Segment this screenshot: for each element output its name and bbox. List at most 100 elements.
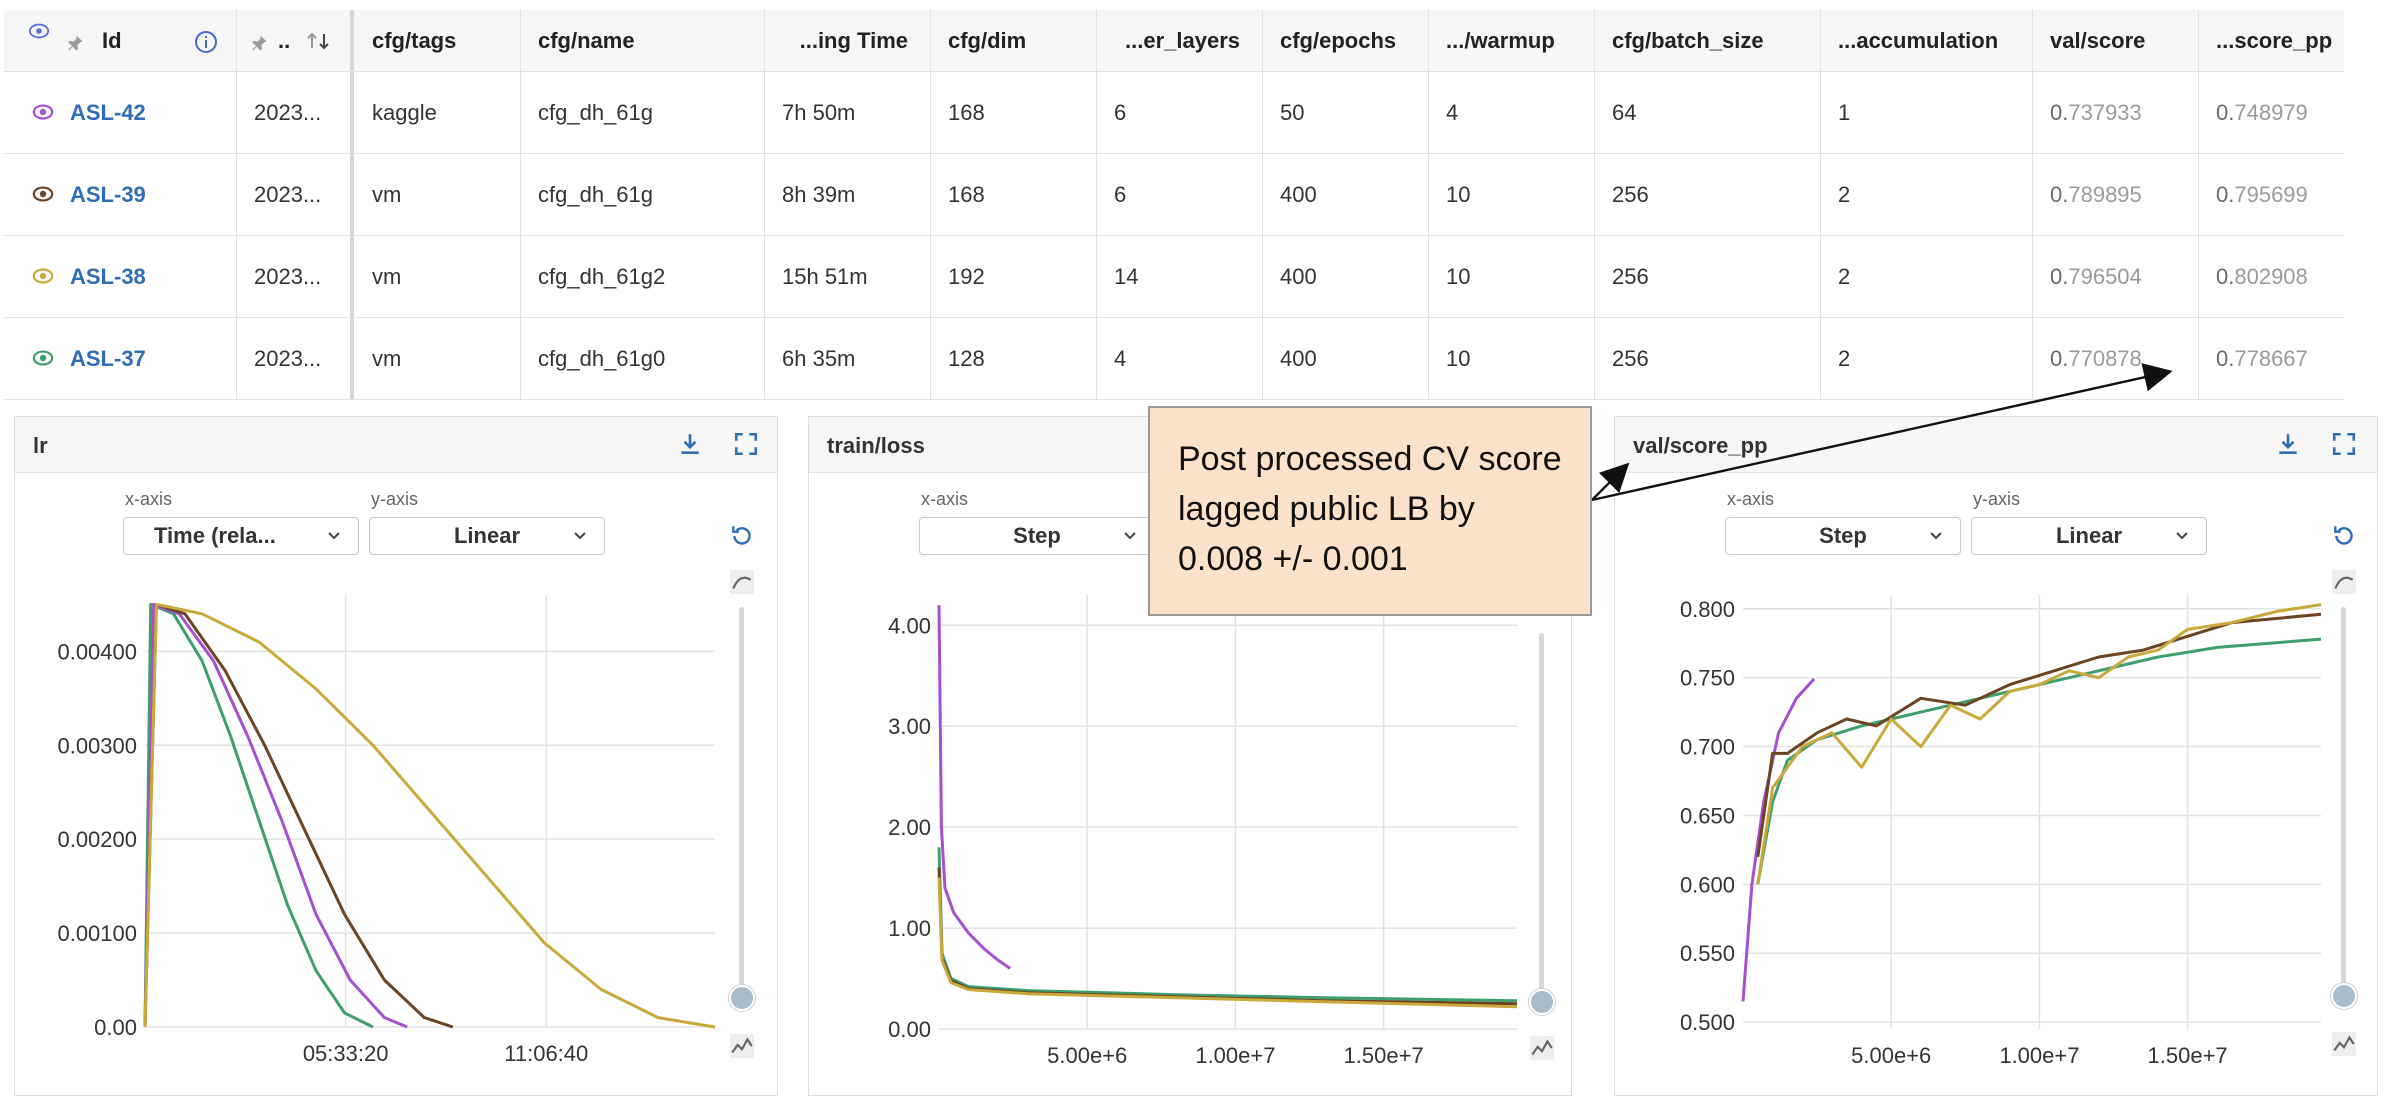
visibility-eye-icon[interactable] [32, 183, 54, 205]
y-tick-label: 0.550 [1680, 941, 1735, 966]
col-header-name[interactable]: cfg/name [538, 27, 635, 53]
fullscreen-icon[interactable] [733, 431, 759, 457]
table-row[interactable]: ASL-38 2023... vm cfg_dh_61g2 15h 51m 19… [4, 236, 2344, 318]
y-tick-label: 0.700 [1680, 735, 1735, 760]
col-header-epochs[interactable]: cfg/epochs [1280, 27, 1397, 53]
run-time: 7h 50m [782, 99, 856, 125]
y-tick-label: 0.00 [94, 1015, 137, 1040]
pin-icon[interactable] [250, 34, 268, 52]
smoothing-slider-track[interactable] [1539, 633, 1544, 1007]
visibility-eye-icon[interactable] [32, 101, 54, 123]
run-dim: 192 [948, 263, 985, 289]
x-axis-value: Time (rela... [154, 523, 276, 548]
run-val-score: 0. 796504 [2050, 263, 2142, 289]
chevron-down-icon [1124, 532, 1136, 540]
col-header-score-pp[interactable]: ...score_pp [2216, 27, 2333, 53]
info-icon[interactable] [194, 30, 218, 54]
visibility-eye-icon[interactable] [32, 265, 54, 287]
col-header-dim[interactable]: cfg/dim [948, 27, 1027, 53]
col-header-tags[interactable]: cfg/tags [372, 27, 457, 53]
smoothing-slider-handle[interactable] [729, 985, 755, 1011]
run-batch-size: 256 [1612, 181, 1649, 207]
chart-panel-val-score-pp: val/score_pp x-axis y-axis Step Linear 0… [1614, 416, 2378, 1096]
y-tick-label: 1.00 [888, 916, 931, 941]
x-axis-label: x-axis [921, 489, 969, 509]
chevron-down-icon [328, 532, 340, 540]
col-header-val-score[interactable]: val/score [2050, 27, 2146, 53]
chart-panel-lr: lr x-axis y-axis Time (rela... Linear 0.… [14, 416, 778, 1096]
run-warmup: 10 [1446, 181, 1471, 207]
series-line-asl-38 [143, 602, 716, 1029]
reset-zoom-icon[interactable] [729, 523, 755, 549]
run-time: 15h 51m [782, 263, 868, 289]
run-val-score: 0. 770878 [2050, 345, 2142, 371]
panel-title: train/loss [827, 433, 925, 458]
chevron-down-icon [574, 532, 586, 540]
col-header-layers[interactable]: ...er_layers [1125, 27, 1240, 53]
y-tick-label: 0.00400 [57, 639, 137, 664]
x-tick-label: 1.00e+7 [1999, 1043, 2079, 1068]
series-line-asl-42 [143, 602, 408, 1029]
y-axis-select[interactable]: Linear [369, 517, 605, 555]
run-epochs: 50 [1280, 99, 1305, 125]
run-id-link[interactable]: ASL-42 [70, 99, 146, 125]
visibility-eye-icon[interactable] [32, 347, 54, 369]
line-chart-icon[interactable] [729, 1033, 755, 1059]
col-header-warmup[interactable]: .../warmup [1446, 27, 1555, 53]
visibility-all-icon[interactable] [28, 20, 50, 42]
download-icon[interactable] [677, 431, 703, 457]
panel-title: lr [33, 433, 48, 458]
pin-icon[interactable] [66, 34, 84, 52]
x-tick-label: 5.00e+6 [1047, 1043, 1127, 1068]
col-header-date[interactable]: .. [278, 27, 291, 53]
y-tick-label: 0.00200 [57, 827, 137, 852]
run-id-link[interactable]: ASL-39 [70, 181, 146, 207]
x-axis-select[interactable]: Time (rela... [123, 517, 359, 555]
run-batch-size: 256 [1612, 345, 1649, 371]
run-date: 2023... [254, 181, 322, 207]
run-accumulation: 1 [1838, 99, 1851, 125]
sort-icon[interactable] [306, 32, 332, 52]
table-row[interactable]: ASL-42 2023... kaggle cfg_dh_61g 7h 50m … [4, 72, 2344, 154]
chevron-down-icon [2176, 532, 2188, 540]
y-tick-label: 0.750 [1680, 666, 1735, 691]
smoothing-icon[interactable] [2331, 569, 2357, 595]
series-line-asl-39 [937, 867, 1518, 1006]
smoothing-slider-track[interactable] [739, 607, 744, 1007]
table-row[interactable]: ASL-39 2023... vm cfg_dh_61g 8h 39m 168 … [4, 154, 2344, 236]
series-line-asl-42 [937, 605, 1011, 970]
col-header-time[interactable]: ...ing Time [799, 27, 908, 53]
y-tick-label: 0.00100 [57, 921, 137, 946]
col-header-batch[interactable]: cfg/batch_size [1612, 27, 1764, 53]
col-header-id[interactable]: Id [102, 27, 122, 53]
run-id-link[interactable]: ASL-37 [70, 345, 146, 371]
table-row[interactable]: ASL-37 2023... vm cfg_dh_61g0 6h 35m 128… [4, 318, 2344, 400]
fullscreen-icon[interactable] [2331, 431, 2357, 457]
x-axis-value: Step [1013, 523, 1061, 548]
reset-zoom-icon[interactable] [2331, 523, 2357, 549]
x-axis-select[interactable]: Step [1725, 517, 1961, 555]
lr-plot[interactable]: 0.00 0.00100 0.00200 0.00300 0.00400 05:33:20… [15, 417, 779, 1097]
train-loss-plot[interactable]: 0.00 1.00 2.00 3.00 4.00 5.00e+6 1.00e+7 1.50e+… [809, 417, 1573, 1097]
val-score-pp-plot[interactable]: 0.500 0.550 0.600 0.650 0.700 0.750 0.800 5.00e… [1615, 417, 2379, 1097]
x-tick-label: 5.00e+6 [1851, 1043, 1931, 1068]
smoothing-slider-track[interactable] [2341, 607, 2346, 1007]
y-axis-label: y-axis [371, 489, 419, 509]
x-axis-select[interactable]: Step [919, 517, 1155, 555]
smoothing-icon[interactable] [729, 569, 755, 595]
run-layers: 4 [1114, 345, 1127, 371]
line-chart-icon[interactable] [1529, 1035, 1555, 1061]
download-icon[interactable] [2275, 431, 2301, 457]
smoothing-slider-handle[interactable] [1529, 989, 1555, 1015]
y-tick-label: 0.500 [1680, 1010, 1735, 1035]
y-axis-value: Linear [2055, 523, 2123, 548]
smoothing-slider-handle[interactable] [2331, 983, 2357, 1009]
run-layers: 6 [1114, 99, 1127, 125]
run-date: 2023... [254, 99, 322, 125]
line-chart-icon[interactable] [2331, 1031, 2357, 1057]
run-time: 6h 35m [782, 345, 856, 371]
col-header-accumulation[interactable]: ...accumulation [1838, 27, 1999, 53]
y-axis-select[interactable]: Linear [1971, 517, 2207, 555]
run-id-link[interactable]: ASL-38 [70, 263, 146, 289]
run-score-pp: 0. 748979 [2216, 99, 2308, 125]
